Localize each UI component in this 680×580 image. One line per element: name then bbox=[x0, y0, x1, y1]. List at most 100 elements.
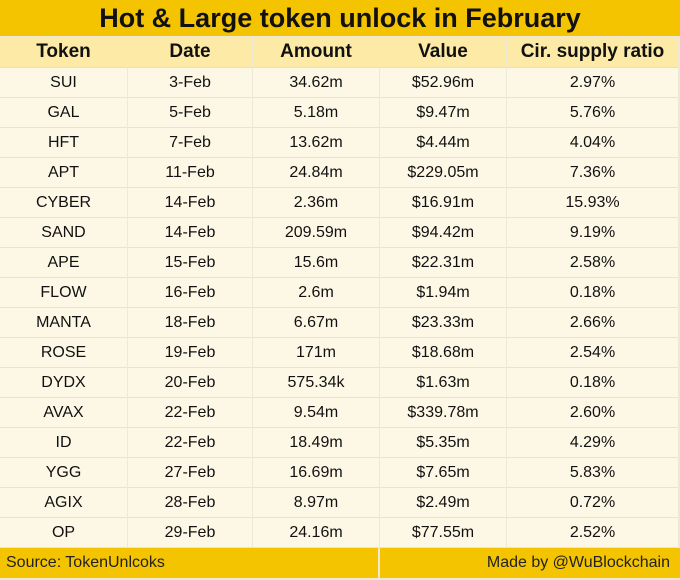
column-header: Token bbox=[0, 37, 127, 68]
value-cell: $52.96m bbox=[380, 68, 506, 98]
token-cell: DYDX bbox=[0, 368, 127, 398]
ratio-cell: 2.60% bbox=[507, 398, 678, 428]
amount-cell: 18.49m bbox=[253, 428, 379, 458]
table-row: SUI 3-Feb 34.62m $52.96m 2.97% bbox=[0, 68, 678, 98]
date-cell: 28-Feb bbox=[128, 488, 252, 518]
column-header: Date bbox=[128, 37, 252, 68]
token-cell: OP bbox=[0, 518, 127, 548]
ratio-cell: 9.19% bbox=[507, 218, 678, 248]
table-row: SAND 14-Feb 209.59m $94.42m 9.19% bbox=[0, 218, 678, 248]
ratio-cell: 2.66% bbox=[507, 308, 678, 338]
value-cell: $22.31m bbox=[380, 248, 506, 278]
amount-cell: 575.34k bbox=[253, 368, 379, 398]
footer: Source: TokenUnlcoks Made by @WuBlockcha… bbox=[0, 548, 680, 578]
ratio-cell: 0.72% bbox=[507, 488, 678, 518]
amount-cell: 16.69m bbox=[253, 458, 379, 488]
table-row: OP 29-Feb 24.16m $77.55m 2.52% bbox=[0, 518, 678, 548]
ratio-cell: 4.29% bbox=[507, 428, 678, 458]
value-cell: $77.55m bbox=[380, 518, 506, 548]
token-cell: MANTA bbox=[0, 308, 127, 338]
table-row: APT 11-Feb 24.84m $229.05m 7.36% bbox=[0, 158, 678, 188]
ratio-cell: 15.93% bbox=[507, 188, 678, 218]
table-row: AGIX 28-Feb 8.97m $2.49m 0.72% bbox=[0, 488, 678, 518]
amount-cell: 15.6m bbox=[253, 248, 379, 278]
value-cell: $94.42m bbox=[380, 218, 506, 248]
credit-note: Made by @WuBlockchain bbox=[380, 548, 680, 578]
date-cell: 19-Feb bbox=[128, 338, 252, 368]
date-cell: 16-Feb bbox=[128, 278, 252, 308]
token-cell: APE bbox=[0, 248, 127, 278]
column-header: Amount bbox=[253, 37, 379, 68]
unlock-table: Token Date Amount Value Cir. supply ratio SU… bbox=[0, 37, 679, 548]
ratio-cell: 2.97% bbox=[507, 68, 678, 98]
token-cell: SUI bbox=[0, 68, 127, 98]
date-cell: 29-Feb bbox=[128, 518, 252, 548]
value-cell: $1.94m bbox=[380, 278, 506, 308]
value-cell: $5.35m bbox=[380, 428, 506, 458]
value-cell: $1.63m bbox=[380, 368, 506, 398]
ratio-cell: 0.18% bbox=[507, 368, 678, 398]
table-row: CYBER 14-Feb 2.36m $16.91m 15.93% bbox=[0, 188, 678, 218]
date-cell: 11-Feb bbox=[128, 158, 252, 188]
table-row: FLOW 16-Feb 2.6m $1.94m 0.18% bbox=[0, 278, 678, 308]
amount-cell: 5.18m bbox=[253, 98, 379, 128]
date-cell: 18-Feb bbox=[128, 308, 252, 338]
value-cell: $18.68m bbox=[380, 338, 506, 368]
value-cell: $23.33m bbox=[380, 308, 506, 338]
amount-cell: 2.36m bbox=[253, 188, 379, 218]
token-cell: AGIX bbox=[0, 488, 127, 518]
ratio-cell: 5.76% bbox=[507, 98, 678, 128]
ratio-cell: 4.04% bbox=[507, 128, 678, 158]
date-cell: 15-Feb bbox=[128, 248, 252, 278]
ratio-cell: 7.36% bbox=[507, 158, 678, 188]
date-cell: 22-Feb bbox=[128, 398, 252, 428]
column-header: Value bbox=[380, 37, 506, 68]
token-cell: YGG bbox=[0, 458, 127, 488]
token-cell: HFT bbox=[0, 128, 127, 158]
value-cell: $9.47m bbox=[380, 98, 506, 128]
value-cell: $16.91m bbox=[380, 188, 506, 218]
value-cell: $339.78m bbox=[380, 398, 506, 428]
date-cell: 7-Feb bbox=[128, 128, 252, 158]
amount-cell: 8.97m bbox=[253, 488, 379, 518]
table-row: ID 22-Feb 18.49m $5.35m 4.29% bbox=[0, 428, 678, 458]
table-row: HFT 7-Feb 13.62m $4.44m 4.04% bbox=[0, 128, 678, 158]
table-row: AVAX 22-Feb 9.54m $339.78m 2.60% bbox=[0, 398, 678, 428]
table-row: YGG 27-Feb 16.69m $7.65m 5.83% bbox=[0, 458, 678, 488]
amount-cell: 24.84m bbox=[253, 158, 379, 188]
ratio-cell: 0.18% bbox=[507, 278, 678, 308]
date-cell: 14-Feb bbox=[128, 188, 252, 218]
date-cell: 22-Feb bbox=[128, 428, 252, 458]
value-cell: $229.05m bbox=[380, 158, 506, 188]
value-cell: $4.44m bbox=[380, 128, 506, 158]
token-cell: FLOW bbox=[0, 278, 127, 308]
amount-cell: 209.59m bbox=[253, 218, 379, 248]
amount-cell: 6.67m bbox=[253, 308, 379, 338]
date-cell: 20-Feb bbox=[128, 368, 252, 398]
date-cell: 27-Feb bbox=[128, 458, 252, 488]
date-cell: 5-Feb bbox=[128, 98, 252, 128]
ratio-cell: 2.54% bbox=[507, 338, 678, 368]
header-row: Token Date Amount Value Cir. supply ratio bbox=[0, 37, 678, 68]
token-cell: AVAX bbox=[0, 398, 127, 428]
amount-cell: 24.16m bbox=[253, 518, 379, 548]
amount-cell: 13.62m bbox=[253, 128, 379, 158]
ratio-cell: 2.52% bbox=[507, 518, 678, 548]
page-title: Hot & Large token unlock in February bbox=[0, 0, 680, 36]
table-row: MANTA 18-Feb 6.67m $23.33m 2.66% bbox=[0, 308, 678, 338]
table-row: ROSE 19-Feb 171m $18.68m 2.54% bbox=[0, 338, 678, 368]
value-cell: $2.49m bbox=[380, 488, 506, 518]
value-cell: $7.65m bbox=[380, 458, 506, 488]
table-row: GAL 5-Feb 5.18m $9.47m 5.76% bbox=[0, 98, 678, 128]
token-cell: ROSE bbox=[0, 338, 127, 368]
amount-cell: 171m bbox=[253, 338, 379, 368]
token-cell: APT bbox=[0, 158, 127, 188]
token-cell: CYBER bbox=[0, 188, 127, 218]
amount-cell: 34.62m bbox=[253, 68, 379, 98]
source-note: Source: TokenUnlcoks bbox=[0, 548, 378, 578]
token-cell: GAL bbox=[0, 98, 127, 128]
table-row: APE 15-Feb 15.6m $22.31m 2.58% bbox=[0, 248, 678, 278]
amount-cell: 2.6m bbox=[253, 278, 379, 308]
table-row: DYDX 20-Feb 575.34k $1.63m 0.18% bbox=[0, 368, 678, 398]
